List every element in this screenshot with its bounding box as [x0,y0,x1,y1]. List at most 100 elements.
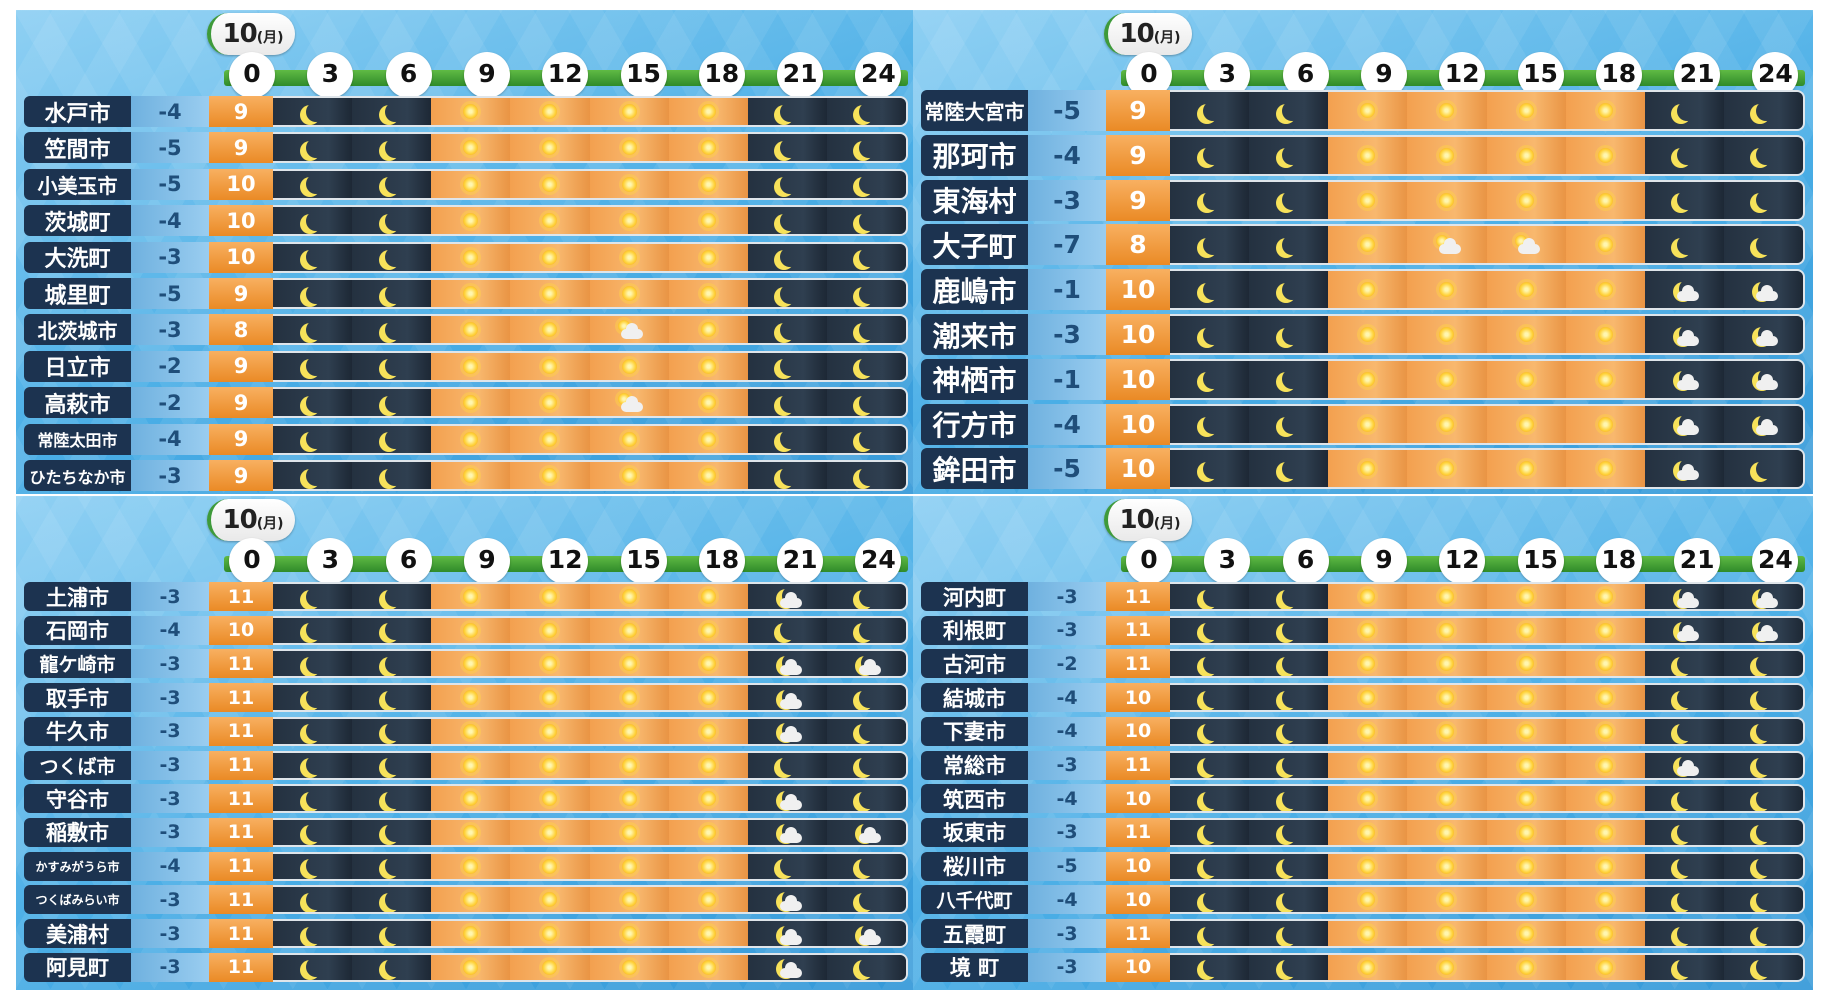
weather-cell [431,685,511,711]
weather-cell [1407,617,1487,643]
hourly-weather-strip [273,350,908,382]
date-badge: 10 (月) [207,13,295,55]
weather-cell [1407,685,1487,711]
city-name: 行方市 [921,403,1028,445]
sun-icon [1518,824,1534,840]
sun-icon [1360,237,1376,253]
sun-icon [463,468,479,483]
weather-cell [1328,718,1408,744]
hourly-weather-strip [1170,358,1805,400]
weather-cell [747,752,827,778]
weather-cell [826,352,906,380]
weather-cell [1644,136,1724,174]
weather-cell [510,819,590,845]
weather-cell [352,207,432,235]
forecast-row: 河内町 -3 11 [921,582,1805,611]
weather-cell [747,243,827,271]
weather-cell [1565,360,1645,398]
sun-icon [621,959,637,975]
weather-cell [431,170,511,198]
weather-cell [1723,181,1803,219]
cloud-icon [621,322,644,339]
moon-cloud-icon [1671,413,1700,436]
min-temperature: -3 [131,919,209,948]
sun-icon [1518,791,1534,807]
moon-icon [1282,190,1302,210]
moon-icon [385,466,405,486]
weather-cell [589,887,669,913]
moon-cloud-icon [1671,458,1700,480]
forecast-row: 小美玉市 -5 10 [24,168,908,200]
weather-cell [1249,921,1329,946]
weather-cell [273,389,353,417]
weather-cell [589,853,669,879]
weather-cell [431,98,511,125]
weather-cell [1407,360,1487,398]
moon-icon [859,587,879,607]
sun-icon [700,286,716,301]
weather-cell [589,389,669,417]
weather-cell [352,134,432,162]
weather-cell [668,462,748,489]
weather-cell [510,98,590,125]
weather-cell [1407,954,1487,980]
forecast-row: つくばみらい市 -3 11 [24,885,908,915]
min-temperature: -2 [1028,649,1106,679]
sun-icon [1439,656,1455,672]
sun-icon [700,858,716,874]
time-tick-18: 18 [698,538,745,584]
sun-icon [463,431,479,447]
weather-cell [826,921,906,946]
time-tick-24: 24 [1752,538,1799,584]
weather-cell [352,819,432,845]
weather-cell [1249,853,1329,879]
sun-icon [621,104,637,119]
min-temperature: -4 [131,851,209,881]
city-name: 古河市 [921,649,1028,679]
moon-cloud-icon [1671,586,1700,608]
weather-cell [826,584,906,609]
moon-icon [859,247,879,267]
max-temperature: 9 [1106,134,1170,176]
weather-cell [668,584,748,609]
hourly-weather-strip [273,460,908,491]
sun-icon [1518,926,1534,941]
moon-icon [306,755,326,775]
weather-cell [510,954,590,980]
weather-cell [589,134,669,162]
weather-cell [668,617,748,643]
max-temperature: 11 [209,784,273,814]
forecast-row: 神栖市 -1 10 [921,358,1805,400]
time-tick-21: 21 [1674,538,1721,584]
weather-cell [1644,921,1724,946]
weather-cell [1486,718,1566,744]
moon-icon [306,822,326,842]
sun-icon [463,286,479,301]
weather-cell [1565,405,1645,443]
moon-icon [1677,856,1697,876]
moon-icon [306,856,326,876]
weather-cell [1170,271,1250,309]
cloud-icon [1756,419,1779,436]
moon-icon [780,138,800,158]
sun-cloud-icon [1434,234,1461,255]
sun-icon [1439,757,1455,773]
cloud-icon [1756,284,1779,301]
date-weekday: (月) [256,30,284,46]
max-temperature: 8 [1106,224,1170,266]
forecast-row: 常総市 -3 11 [921,750,1805,780]
moon-icon [1282,620,1302,640]
weather-cell [1170,921,1250,946]
weather-cell [589,786,669,812]
sun-cloud-icon [616,319,644,340]
min-temperature: -3 [131,460,209,491]
sun-icon [463,690,479,706]
moon-cloud-icon [1750,586,1779,608]
sun-icon [1439,461,1455,477]
weather-cell [1723,853,1803,879]
forecast-row: 守谷市 -3 11 [24,784,908,814]
sun-icon [542,322,558,338]
sun-icon [1518,858,1534,874]
weather-cell [431,752,511,778]
hourly-weather-strip [273,278,908,309]
